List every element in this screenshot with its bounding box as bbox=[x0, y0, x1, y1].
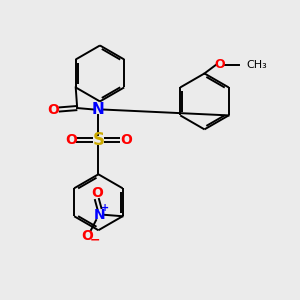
Text: CH₃: CH₃ bbox=[246, 60, 267, 70]
Text: S: S bbox=[92, 131, 104, 149]
Text: O: O bbox=[120, 134, 132, 147]
Text: +: + bbox=[101, 203, 109, 213]
Text: −: − bbox=[89, 234, 100, 247]
Text: O: O bbox=[214, 58, 225, 71]
Text: O: O bbox=[81, 229, 93, 243]
Text: O: O bbox=[65, 134, 77, 147]
Text: O: O bbox=[91, 186, 103, 200]
Text: N: N bbox=[92, 102, 105, 117]
Text: N: N bbox=[94, 208, 106, 222]
Text: O: O bbox=[48, 103, 60, 116]
